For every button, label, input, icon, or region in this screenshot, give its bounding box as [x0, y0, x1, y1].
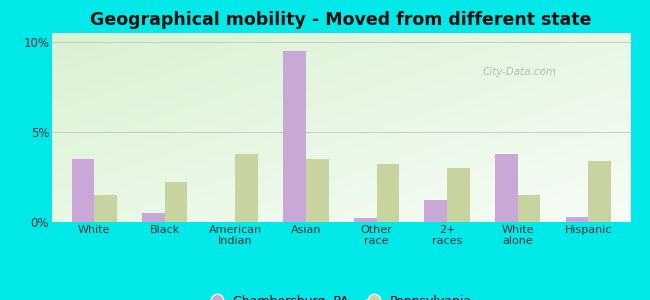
Bar [72, 159, 94, 222]
Bar [142, 213, 165, 222]
Bar [376, 164, 399, 222]
Bar [447, 168, 470, 222]
Bar [94, 195, 117, 222]
Legend: Chambersburg, PA, Pennsylvania: Chambersburg, PA, Pennsylvania [204, 289, 478, 300]
Bar [566, 217, 588, 222]
Bar [588, 161, 611, 222]
Bar [424, 200, 447, 222]
Bar [495, 154, 517, 222]
Bar [283, 51, 306, 222]
Bar [165, 182, 187, 222]
Title: Geographical mobility - Moved from different state: Geographical mobility - Moved from diffe… [90, 11, 592, 29]
Bar [517, 195, 540, 222]
Text: City-Data.com: City-Data.com [483, 67, 557, 77]
Bar [306, 159, 328, 222]
Bar [354, 218, 376, 222]
Bar [235, 154, 258, 222]
